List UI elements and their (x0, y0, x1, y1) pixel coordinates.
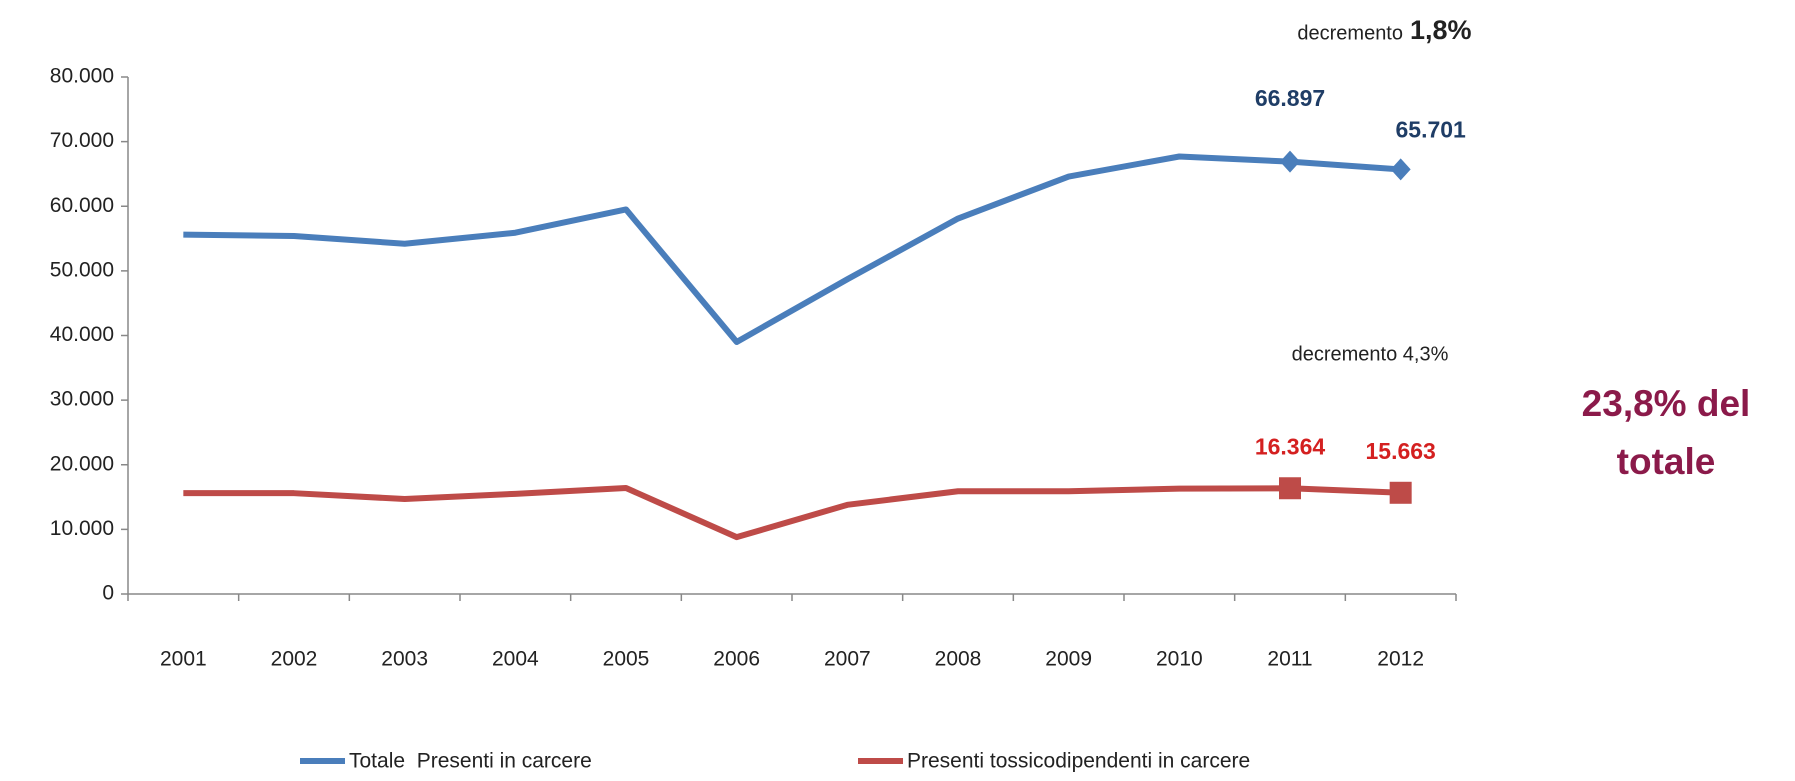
series-line (183, 485, 1401, 541)
x-tick-label: 2007 (824, 648, 871, 671)
y-tick-label: 50.000 (50, 258, 114, 281)
marker (1389, 481, 1412, 504)
y-tick-label: 0 (102, 582, 114, 605)
y-tick-label: 40.000 (50, 323, 114, 346)
y-tick-label: 10.000 (50, 517, 114, 540)
y-tick-label: 30.000 (50, 388, 114, 411)
x-tick-label: 2006 (713, 648, 760, 671)
legend-label: Presenti tossicodipendenti in carcere (907, 750, 1250, 773)
x-tick-label: 2002 (271, 648, 318, 671)
data-label: 65.701 (1395, 116, 1466, 142)
y-tick-label: 70.000 (50, 129, 114, 152)
x-tick-label: 2008 (935, 648, 982, 671)
annotation: 23,8% del (1582, 383, 1751, 424)
data-label: 16.364 (1255, 433, 1326, 459)
annotation: decremento 4,3% (1292, 343, 1449, 365)
marker (1279, 477, 1301, 500)
annotation: totale (1617, 441, 1716, 482)
marker (1280, 150, 1300, 173)
series-line (183, 153, 1401, 345)
x-tick-label: 2012 (1377, 648, 1424, 671)
x-tick-label: 2011 (1267, 648, 1312, 671)
marker (1390, 158, 1411, 181)
y-tick-label: 20.000 (50, 452, 114, 475)
annotation: 1,8% (1410, 15, 1472, 45)
x-tick-label: 2009 (1045, 648, 1092, 671)
y-tick-label: 60.000 (50, 194, 114, 217)
legend-label: Totale Presenti in carcere (349, 750, 592, 773)
x-tick-label: 2005 (603, 648, 650, 671)
x-tick-label: 2004 (492, 648, 539, 671)
data-label: 15.663 (1365, 438, 1435, 464)
x-tick-label: 2001 (160, 648, 207, 671)
x-tick-label: 2010 (1156, 648, 1203, 671)
y-tick-label: 80.000 (50, 65, 114, 88)
data-label: 66.897 (1255, 85, 1325, 111)
annotation: decremento (1297, 22, 1403, 44)
x-tick-label: 2003 (381, 648, 428, 671)
